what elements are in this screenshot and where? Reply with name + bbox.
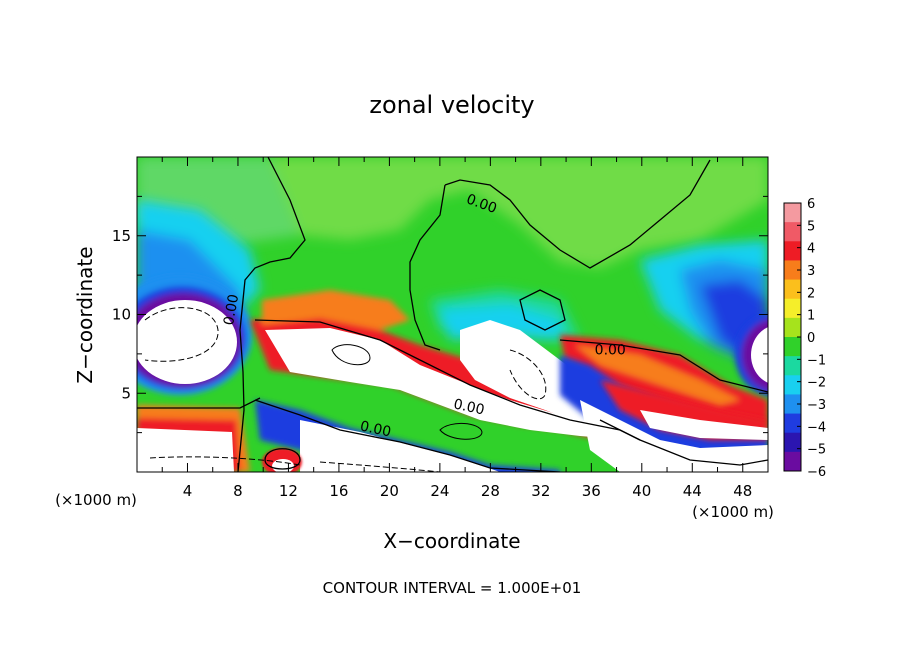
colorbar-swatch [784, 451, 801, 472]
contour-label: 0.00 [452, 396, 486, 418]
colorbar-swatch [784, 241, 801, 261]
contour-lines [137, 157, 768, 472]
colorbar-tick-label: −2 [807, 376, 826, 391]
colorbar-tick-label: −4 [807, 420, 826, 435]
colorbar-tick-label: −3 [807, 398, 826, 413]
x-unit-label: (×1000 m) [55, 491, 137, 509]
y-tick-label: 10 [112, 306, 131, 324]
colorbar-swatch [784, 394, 801, 415]
colorbar-swatch [784, 279, 801, 300]
y-tick-label: 15 [112, 227, 131, 245]
x-tick-label: 16 [329, 482, 348, 500]
contour-interval-label: CONTOUR INTERVAL = 1.000E+01 [323, 579, 582, 597]
colorbar-swatch [784, 203, 801, 223]
colorbar-swatch [784, 260, 801, 281]
x-tick-label: 28 [481, 482, 500, 500]
y-axis-title: Z−coordinate [73, 246, 97, 383]
colorbar-tick-label: −6 [807, 465, 826, 480]
colorbar-tick-label: 2 [807, 286, 815, 301]
x-tick-label: 24 [430, 482, 449, 500]
x-tick-label: 48 [733, 482, 752, 500]
contour-lines-negative [144, 307, 547, 472]
colorbar-swatch [784, 432, 801, 453]
colorbar-swatch [784, 298, 801, 319]
x-tick-label: 8 [233, 482, 243, 500]
colorbar: 6 5 4 3 2 1 0 −1 −2 −3 −4 −5 −6 [783, 197, 826, 480]
x-axis-title: X−coordinate [383, 529, 520, 553]
x-unit-label-right: (×1000 m) [692, 503, 774, 521]
x-axis: 4 8 12 16 20 24 28 32 36 40 44 48 [161, 157, 752, 500]
colorbar-tick-label: 1 [807, 309, 815, 324]
x-tick-label: 44 [683, 482, 702, 500]
colorbar-tick-label: −1 [807, 353, 826, 368]
colorbar-tick-label: 3 [807, 264, 815, 279]
colorbar-swatch [784, 413, 801, 434]
colorbar-tick-label: 0 [807, 331, 815, 346]
y-axis: 5 10 15 [112, 195, 768, 434]
x-tick-label: 40 [632, 482, 651, 500]
y-tick-label: 5 [121, 384, 131, 402]
x-tick-label: 12 [279, 482, 298, 500]
colorbar-swatch [784, 337, 801, 357]
x-tick-label: 36 [582, 482, 601, 500]
x-tick-label: 20 [380, 482, 399, 500]
x-tick-label: 4 [183, 482, 193, 500]
contour-label: 0.00 [359, 418, 393, 440]
colorbar-tick-label: −5 [807, 443, 826, 458]
heatmap-field [137, 157, 768, 472]
colorbar-swatch [784, 222, 801, 242]
colorbar-swatch [784, 375, 801, 395]
colorbar-swatch [784, 356, 801, 376]
colorbar-swatch [784, 317, 801, 338]
colorbar-tick-label: 6 [807, 197, 815, 212]
contour-label: 0.00 [595, 343, 626, 359]
chart-title: zonal velocity [369, 91, 534, 119]
contour-label: 0.00 [221, 293, 242, 326]
colorbar-tick-label: 4 [807, 242, 815, 257]
colorbar-tick-label: 5 [807, 219, 815, 234]
x-tick-label: 32 [531, 482, 550, 500]
